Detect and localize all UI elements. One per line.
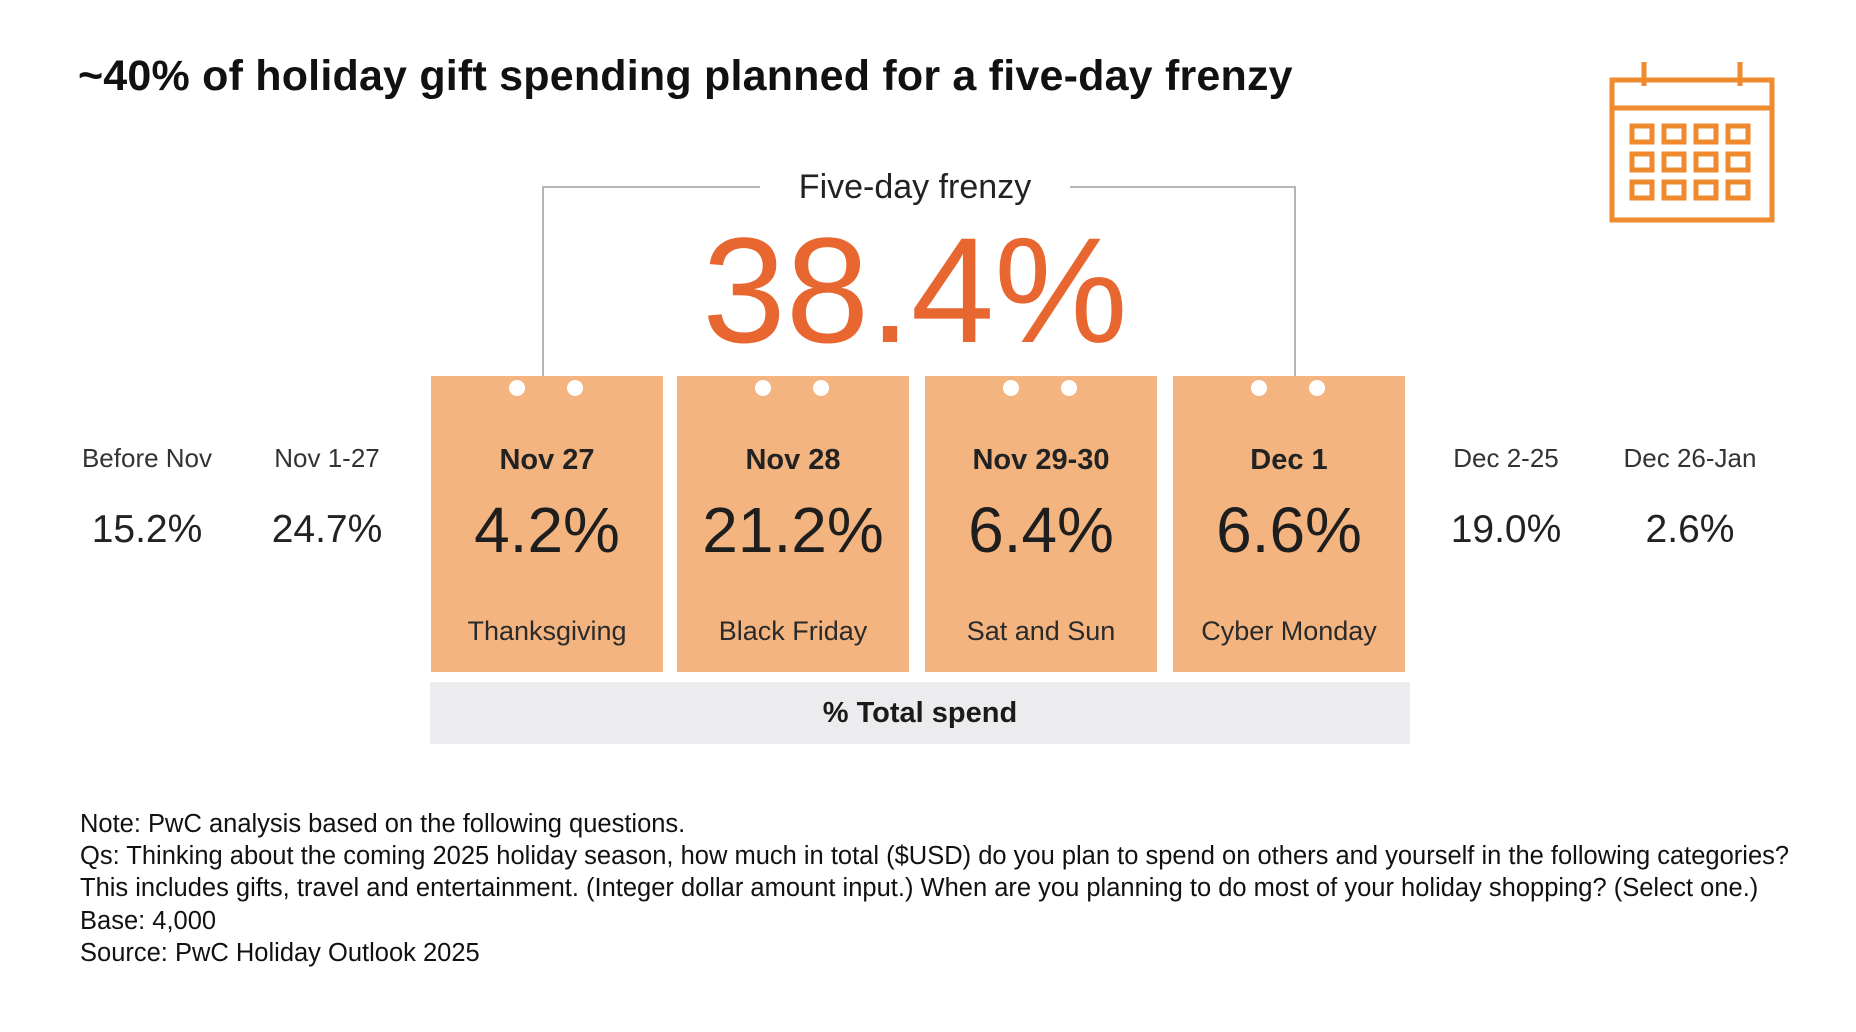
- frenzy-card-dec-1: Dec 1 6.6% Cyber Monday: [1173, 376, 1405, 672]
- period-value: 24.7%: [271, 508, 383, 551]
- card-hole: [1251, 380, 1267, 396]
- card-hole: [567, 380, 583, 396]
- period-dec-26-jan: Dec 26-Jan 2.6%: [1600, 443, 1780, 552]
- card-date: Nov 28: [745, 444, 841, 476]
- total-spend-bar: % Total spend: [430, 682, 1410, 744]
- card-event: Thanksgiving: [467, 616, 627, 646]
- period-nov-1-27: Nov 1-27 24.7%: [237, 443, 417, 552]
- period-label: Before Nov: [81, 443, 213, 473]
- card-date: Nov 29-30: [972, 444, 1110, 476]
- period-label: Dec 26-Jan: [1623, 443, 1757, 473]
- frenzy-total-value: 38.4%: [702, 206, 1128, 374]
- note-questions: Qs: Thinking about the coming 2025 holid…: [80, 842, 1796, 903]
- card-date: Nov 27: [499, 444, 595, 476]
- frenzy-label: Five-day frenzy: [760, 168, 1070, 207]
- note-base: Base: 4,000: [80, 906, 217, 935]
- frenzy-card-nov-27: Nov 27 4.2% Thanksgiving: [431, 376, 663, 672]
- period-label: Nov 1-27: [274, 443, 380, 473]
- card-hole: [1061, 380, 1077, 396]
- period-value: 2.6%: [1645, 508, 1735, 551]
- card-event: Black Friday: [718, 616, 868, 646]
- chart-title: ~40% of holiday gift spending planned fo…: [78, 52, 1293, 100]
- footnotes: Note: PwC analysis based on the followin…: [80, 808, 1800, 969]
- card-hole: [813, 380, 829, 396]
- note-source: Source: PwC Holiday Outlook 2025: [80, 938, 480, 967]
- period-before-nov: Before Nov 15.2%: [57, 443, 237, 552]
- period-dec-2-25: Dec 2-25 19.0%: [1416, 443, 1596, 552]
- card-hole: [1003, 380, 1019, 396]
- note-line: Note: PwC analysis based on the followin…: [80, 810, 686, 838]
- card-value: 21.2%: [702, 494, 884, 566]
- card-event: Cyber Monday: [1201, 616, 1377, 646]
- calendar-icon: [1609, 62, 1775, 223]
- card-hole: [755, 380, 771, 396]
- frenzy-card-nov-29-30: Nov 29-30 6.4% Sat and Sun: [925, 376, 1157, 672]
- card-value: 6.6%: [1216, 494, 1362, 566]
- frenzy-card-nov-28: Nov 28 21.2% Black Friday: [677, 376, 909, 672]
- card-value: 4.2%: [474, 494, 620, 566]
- card-value: 6.4%: [968, 494, 1114, 566]
- card-hole: [1309, 380, 1325, 396]
- period-value: 15.2%: [91, 508, 203, 551]
- card-event: Sat and Sun: [966, 616, 1116, 646]
- card-date: Dec 1: [1250, 444, 1328, 476]
- card-hole: [509, 380, 525, 396]
- period-label: Dec 2-25: [1453, 443, 1559, 473]
- period-value: 19.0%: [1450, 508, 1562, 551]
